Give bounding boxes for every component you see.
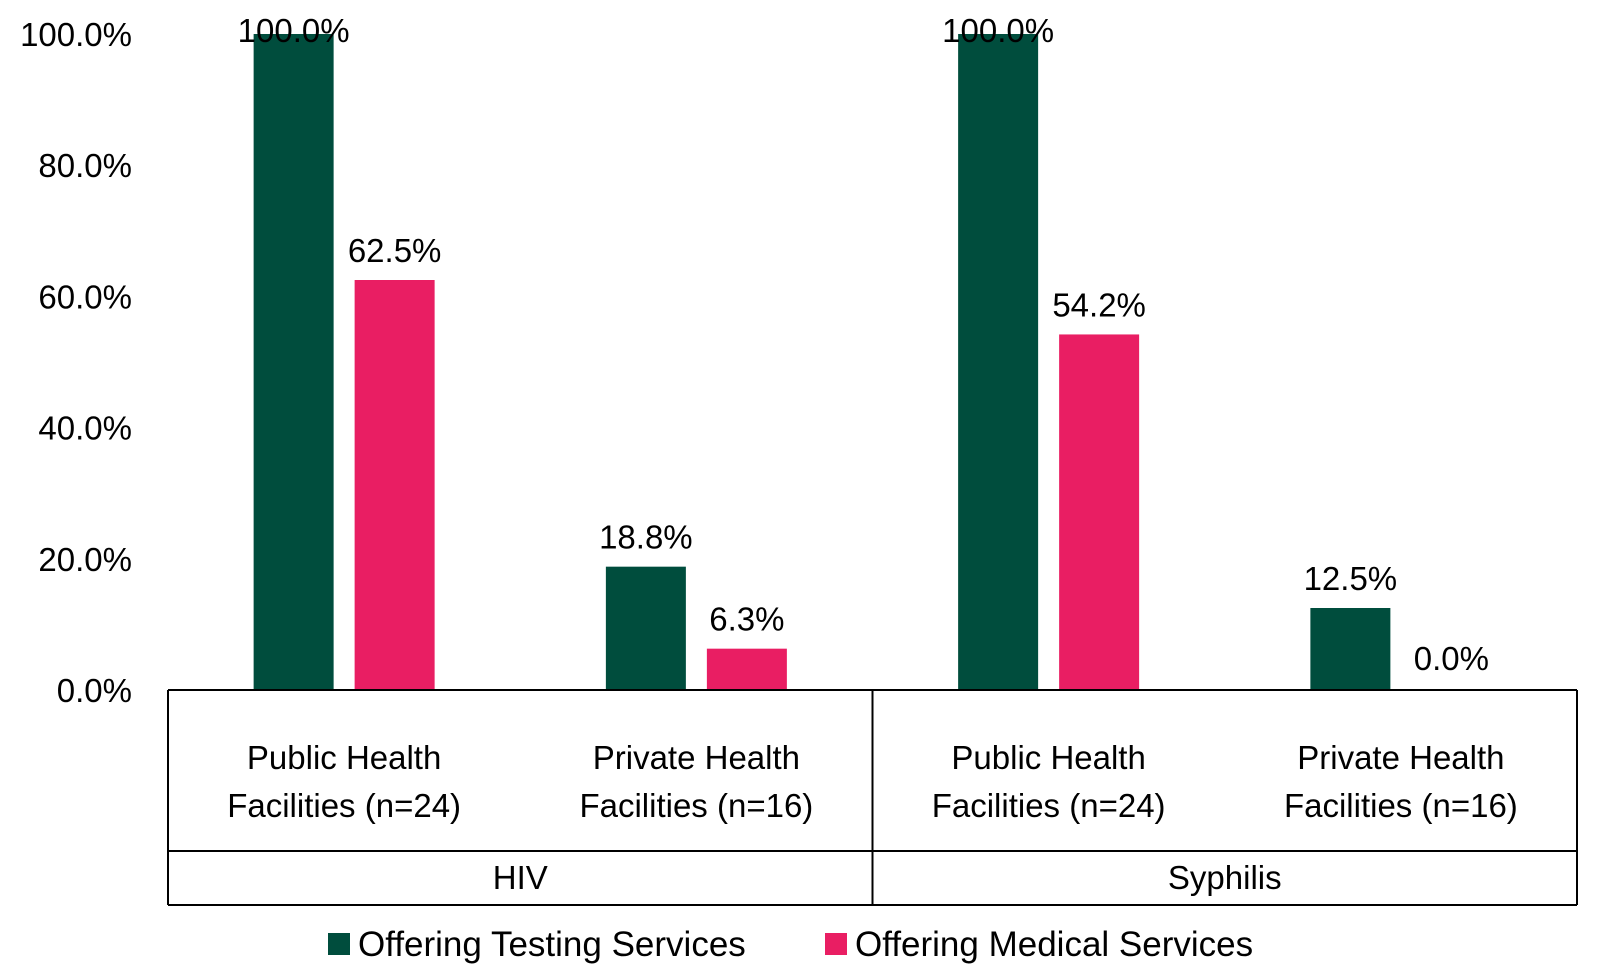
bar — [706, 648, 787, 690]
bar — [1059, 334, 1140, 690]
category-label: Public Health — [951, 739, 1145, 776]
legend-label: Offering Testing Services — [358, 925, 746, 964]
category-label: Facilities (n=16) — [1284, 787, 1518, 824]
category-label: Facilities (n=24) — [227, 787, 461, 824]
bars — [253, 34, 1391, 690]
data-label: 12.5% — [1304, 560, 1398, 597]
legend-label: Offering Medical Services — [855, 925, 1253, 964]
bar — [354, 280, 435, 690]
bar — [605, 566, 686, 690]
data-labels: 100.0% 62.5% 18.8% 6.3% 100.0% 54.2% 12.5% 0.0% — [238, 12, 1489, 677]
data-label: 62.5% — [348, 232, 442, 269]
data-label: 100.0% — [942, 12, 1054, 49]
legend: Offering Testing Services Offering Medica… — [328, 925, 1253, 964]
y-tick-label: 0.0% — [57, 672, 132, 709]
data-label: 100.0% — [238, 12, 350, 49]
category-label: Private Health — [1297, 739, 1504, 776]
y-tick-label: 80.0% — [38, 147, 132, 184]
y-tick-label: 100.0% — [20, 16, 132, 53]
y-tick-label: 40.0% — [38, 410, 132, 447]
bar — [253, 34, 334, 690]
bar — [1310, 608, 1391, 690]
group-label: Syphilis — [1168, 859, 1282, 896]
legend-swatch — [825, 933, 847, 955]
y-tick-label: 60.0% — [38, 278, 132, 315]
category-label: Facilities (n=16) — [579, 787, 813, 824]
category-label: Facilities (n=24) — [932, 787, 1166, 824]
y-tick-label: 20.0% — [38, 541, 132, 578]
data-label: 0.0% — [1414, 640, 1489, 677]
group-label: HIV — [493, 859, 548, 896]
legend-swatch — [328, 933, 350, 955]
data-label: 6.3% — [709, 601, 784, 638]
category-label: Public Health — [247, 739, 441, 776]
category-label: Private Health — [593, 739, 800, 776]
data-label: 54.2% — [1052, 286, 1146, 323]
data-label: 18.8% — [599, 519, 693, 556]
bar — [958, 34, 1039, 690]
y-axis-ticks: 0.0% 20.0% 40.0% 60.0% 80.0% 100.0% — [20, 16, 132, 709]
category-axis-table: Public Health Facilities (n=24) Private He… — [167, 689, 1578, 906]
